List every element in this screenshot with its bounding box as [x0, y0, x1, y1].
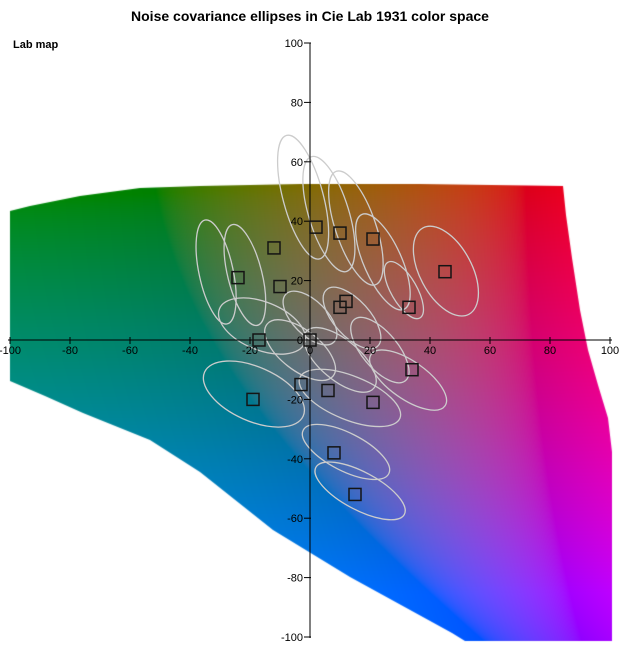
y-tick-label: 0 [297, 335, 303, 347]
y-tick-label: 20 [291, 276, 303, 288]
x-tick-label: 20 [364, 345, 376, 357]
sample-point-marker [231, 270, 245, 285]
sample-point-marker [294, 377, 308, 392]
x-tick-label: -60 [122, 345, 138, 357]
sample-point-marker [303, 333, 317, 347]
sample-point-marker [366, 232, 380, 246]
lab-map-label: Lab map [13, 39, 59, 51]
sample-point-marker [321, 383, 335, 398]
x-tick-label: -80 [62, 345, 78, 357]
x-tick-label: 40 [424, 345, 436, 357]
x-tick-label: 100 [601, 345, 619, 357]
sample-point-marker [402, 300, 416, 315]
y-tick-label: -100 [281, 632, 303, 644]
x-tick-label: 60 [484, 345, 496, 357]
covariance-ellipse [301, 423, 391, 481]
covariance-ellipse [217, 297, 307, 355]
covariance-ellipse [282, 290, 338, 346]
covariance-ellipse [383, 260, 425, 320]
y-tick-label: -40 [287, 454, 303, 466]
covariance-ellipse [322, 286, 382, 350]
y-tick-label: 60 [291, 157, 303, 169]
y-tick-label: 80 [291, 97, 303, 109]
sample-point-marker [438, 264, 452, 279]
sample-point-marker [252, 333, 266, 347]
sample-point-marker [246, 392, 260, 407]
sample-point-marker [273, 279, 287, 294]
covariance-ellipse [202, 360, 306, 428]
covariance-ellipse [314, 461, 406, 521]
covariance-ellipse [327, 170, 384, 286]
y-tick-label: -20 [287, 394, 303, 406]
x-tick-label: -20 [242, 345, 258, 357]
covariance-ellipse [276, 134, 330, 260]
sample-point-marker [339, 294, 353, 309]
sample-point-marker [327, 446, 341, 460]
covariance-ellipse [350, 316, 410, 384]
x-tick-label: 80 [544, 345, 556, 357]
covariance-ellipse [223, 223, 267, 327]
covariance-ellipse [303, 326, 377, 393]
covariance-ellipse [354, 213, 411, 311]
y-tick-label: 100 [285, 38, 303, 50]
covariance-ellipse [195, 219, 237, 325]
covariance-ellipse [412, 225, 480, 317]
covariance-ellipse [369, 349, 448, 411]
x-tick-label: 0 [307, 345, 313, 357]
sample-point-marker [366, 395, 380, 410]
chart-title: Noise covariance ellipses in Cie Lab 193… [131, 8, 489, 24]
x-tick-label: -40 [182, 345, 198, 357]
sample-point-marker [267, 241, 281, 255]
covariance-ellipse [302, 155, 356, 273]
sample-point-marker [348, 487, 362, 502]
y-tick-label: -80 [287, 573, 303, 585]
sample-point-marker [333, 226, 347, 240]
x-tick-label: -100 [0, 345, 21, 357]
y-tick-label: 40 [291, 216, 303, 228]
sample-point-marker [309, 220, 323, 234]
sample-point-marker [405, 362, 419, 377]
y-tick-label: -60 [287, 513, 303, 525]
covariance-ellipse [298, 368, 402, 428]
